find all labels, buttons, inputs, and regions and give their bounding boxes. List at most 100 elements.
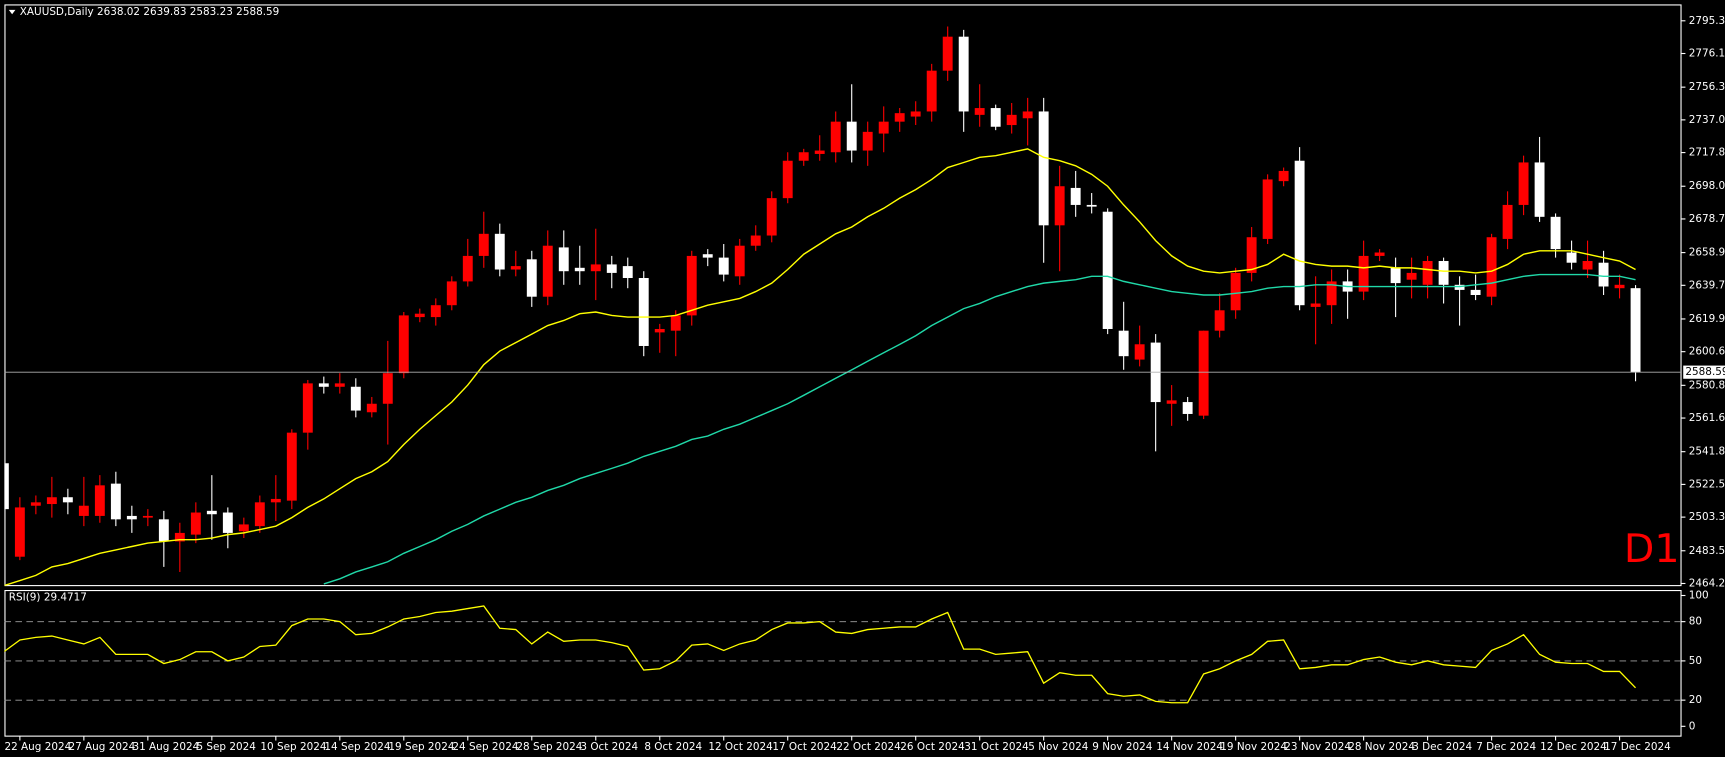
candle-body bbox=[110, 483, 121, 520]
candle-body bbox=[1534, 162, 1545, 217]
candle-body bbox=[1070, 187, 1081, 205]
candle-body bbox=[94, 485, 105, 516]
chart-header: XAUUSD,Daily 2638.02 2639.83 2583.23 258… bbox=[20, 6, 280, 18]
candle-body bbox=[1054, 186, 1065, 226]
candle-body bbox=[1438, 261, 1449, 285]
candle-body bbox=[1406, 272, 1417, 280]
candle-body bbox=[1358, 255, 1369, 292]
y-tick-label: 2580.85 bbox=[1689, 379, 1725, 391]
candle-body bbox=[382, 373, 393, 404]
x-tick-label: 14 Nov 2024 bbox=[1156, 741, 1223, 753]
candle-body bbox=[1262, 179, 1273, 239]
candle-body bbox=[958, 36, 969, 112]
candle-body bbox=[142, 515, 153, 518]
collapse-arrow[interactable] bbox=[8, 9, 16, 15]
candle-body bbox=[1182, 402, 1193, 414]
candle-body bbox=[430, 305, 441, 318]
candle-body bbox=[1422, 261, 1433, 285]
candle-body bbox=[1310, 303, 1321, 307]
candle-body bbox=[4, 463, 9, 510]
candle-body bbox=[30, 502, 41, 506]
candle-body bbox=[1038, 111, 1049, 226]
y-tick-label: 2756.30 bbox=[1689, 81, 1725, 93]
candle-body bbox=[750, 235, 761, 246]
candle-body bbox=[830, 121, 841, 153]
candle-body bbox=[174, 532, 185, 542]
y-tick-label: 2639.70 bbox=[1689, 279, 1725, 291]
candle-body bbox=[1006, 114, 1017, 126]
candle-body bbox=[846, 121, 857, 151]
x-tick-label: 24 Sep 2024 bbox=[452, 741, 518, 753]
x-tick-label: 22 Oct 2024 bbox=[836, 741, 901, 753]
x-tick-label: 17 Oct 2024 bbox=[772, 741, 837, 753]
rsi-line bbox=[4, 605, 1637, 704]
candle-body bbox=[638, 278, 649, 346]
x-tick-label: 9 Nov 2024 bbox=[1092, 741, 1152, 753]
x-tick-label: 14 Sep 2024 bbox=[324, 741, 390, 753]
candle-body bbox=[1118, 330, 1129, 357]
y-tick-label: 2776.10 bbox=[1689, 48, 1725, 60]
x-tick-label: 10 Sep 2024 bbox=[260, 741, 326, 753]
candle-body bbox=[366, 403, 377, 413]
candle-body bbox=[1390, 267, 1401, 284]
candle-body bbox=[686, 255, 697, 316]
x-tick-label: 12 Dec 2024 bbox=[1540, 741, 1607, 753]
y-tick-label: 80 bbox=[1689, 616, 1702, 628]
x-tick-label: 5 Nov 2024 bbox=[1028, 741, 1088, 753]
candle-body bbox=[542, 245, 553, 297]
y-tick-label: 20 bbox=[1689, 694, 1702, 706]
candle-body bbox=[526, 259, 537, 297]
candle-body bbox=[462, 255, 473, 282]
y-tick-label: 2483.50 bbox=[1689, 545, 1725, 557]
x-tick-label: 31 Oct 2024 bbox=[964, 741, 1029, 753]
candle-body bbox=[318, 383, 329, 387]
x-tick-label: 3 Dec 2024 bbox=[1412, 741, 1472, 753]
candle-body bbox=[1550, 216, 1561, 250]
x-tick-label: 22 Aug 2024 bbox=[4, 741, 71, 753]
candle-body bbox=[1614, 284, 1625, 289]
candle-body bbox=[718, 257, 729, 275]
y-tick-label: 2600.65 bbox=[1689, 346, 1725, 358]
candle-body bbox=[1454, 284, 1465, 290]
candle-body bbox=[222, 512, 233, 533]
candle-body bbox=[1214, 310, 1225, 331]
y-tick-label: 2522.55 bbox=[1689, 478, 1725, 490]
x-tick-label: 7 Dec 2024 bbox=[1476, 741, 1536, 753]
candle-body bbox=[254, 502, 265, 527]
moving-average bbox=[4, 148, 1636, 586]
rsi-frame bbox=[4, 589, 1682, 737]
y-tick-label: 100 bbox=[1689, 589, 1709, 601]
y-tick-label: 2503.30 bbox=[1689, 511, 1725, 523]
candle-body bbox=[334, 383, 345, 387]
x-tick-label: 12 Oct 2024 bbox=[708, 741, 773, 753]
x-tick-label: 26 Oct 2024 bbox=[900, 741, 965, 753]
candle-body bbox=[286, 432, 297, 501]
candle-body bbox=[478, 233, 489, 256]
current-price-label: 2588.59 bbox=[1685, 366, 1725, 378]
candle-body bbox=[302, 383, 313, 433]
candle-body bbox=[734, 245, 745, 277]
y-tick-label: 2541.80 bbox=[1689, 446, 1725, 458]
x-tick-label: 19 Sep 2024 bbox=[388, 741, 454, 753]
y-tick-label: 2464.25 bbox=[1689, 577, 1725, 589]
candle-body bbox=[894, 113, 905, 122]
candle-body bbox=[622, 266, 633, 279]
main-frame bbox=[4, 4, 1682, 587]
candle-body bbox=[1486, 237, 1497, 297]
candle-body bbox=[190, 512, 201, 535]
candle-body bbox=[1294, 160, 1305, 306]
rsi bbox=[4, 605, 1682, 704]
candle-body bbox=[78, 505, 89, 516]
candles bbox=[4, 26, 1641, 586]
candle-body bbox=[446, 281, 457, 306]
candle-body bbox=[654, 328, 665, 333]
candle-body bbox=[414, 313, 425, 318]
candle-body bbox=[910, 111, 921, 117]
candle-body bbox=[942, 36, 953, 71]
y-tick-label: 2678.75 bbox=[1689, 213, 1725, 225]
candle-body bbox=[1166, 400, 1177, 404]
x-tick-label: 5 Sep 2024 bbox=[196, 741, 256, 753]
candle-body bbox=[670, 315, 681, 331]
